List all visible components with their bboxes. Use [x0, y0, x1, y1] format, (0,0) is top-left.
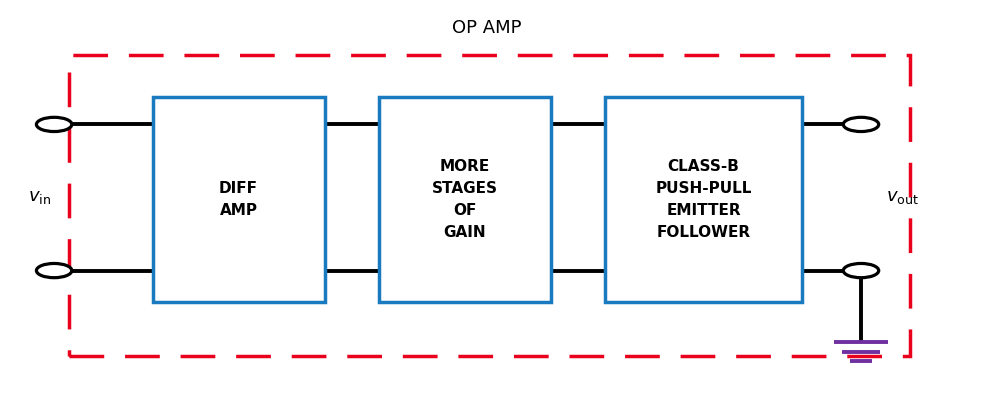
Text: DIFF
AMP: DIFF AMP — [219, 181, 258, 218]
FancyBboxPatch shape — [379, 97, 551, 302]
FancyBboxPatch shape — [153, 97, 325, 302]
Circle shape — [843, 263, 879, 278]
Text: OP AMP: OP AMP — [453, 19, 522, 37]
Text: $v_{\mathrm{out}}$: $v_{\mathrm{out}}$ — [886, 188, 919, 207]
Text: $v_{\mathrm{in}}$: $v_{\mathrm{in}}$ — [28, 188, 50, 207]
Text: MORE
STAGES
OF
GAIN: MORE STAGES OF GAIN — [432, 159, 498, 240]
Circle shape — [36, 117, 72, 132]
Circle shape — [843, 117, 879, 132]
Text: CLASS-B
PUSH-PULL
EMITTER
FOLLOWER: CLASS-B PUSH-PULL EMITTER FOLLOWER — [655, 159, 752, 240]
Circle shape — [36, 263, 72, 278]
FancyBboxPatch shape — [605, 97, 802, 302]
